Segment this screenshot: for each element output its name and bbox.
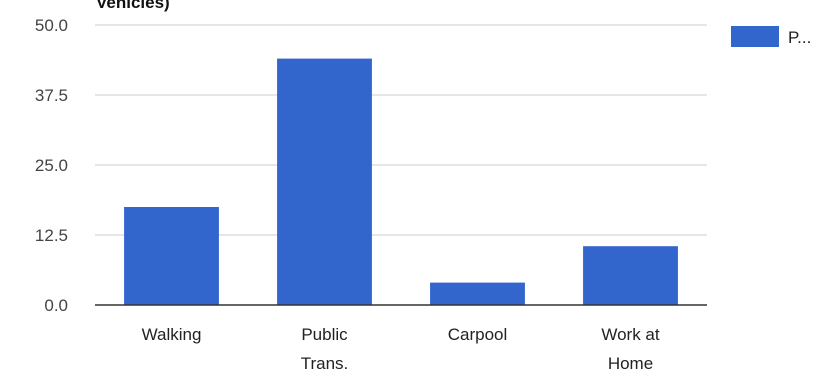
legend-label: P... (788, 28, 811, 47)
bar[interactable] (583, 246, 678, 305)
x-axis-category-labels: Walking Public Trans. Carpool Work at Home (142, 325, 660, 373)
x-category-label: Public Trans. (301, 325, 349, 373)
legend-swatch (731, 26, 779, 47)
gridlines (95, 24, 707, 236)
y-tick-label: 50.0 (35, 16, 68, 35)
y-tick-label: 0.0 (44, 296, 68, 315)
bar[interactable] (277, 58, 372, 305)
bars (124, 58, 678, 305)
legend[interactable]: P... (731, 26, 811, 47)
x-category-label: Carpool (448, 325, 508, 344)
y-tick-label: 12.5 (35, 226, 68, 245)
chart-title: Vehicles) (96, 0, 170, 12)
y-tick-label: 25.0 (35, 156, 68, 175)
x-category-label: Work at Home (601, 325, 660, 373)
x-category-label: Walking (142, 325, 202, 344)
bar[interactable] (124, 207, 219, 305)
y-tick-label: 37.5 (35, 86, 68, 105)
y-axis-tick-labels: 0.0 12.5 25.0 37.5 50.0 (35, 16, 68, 315)
bar[interactable] (430, 282, 525, 305)
